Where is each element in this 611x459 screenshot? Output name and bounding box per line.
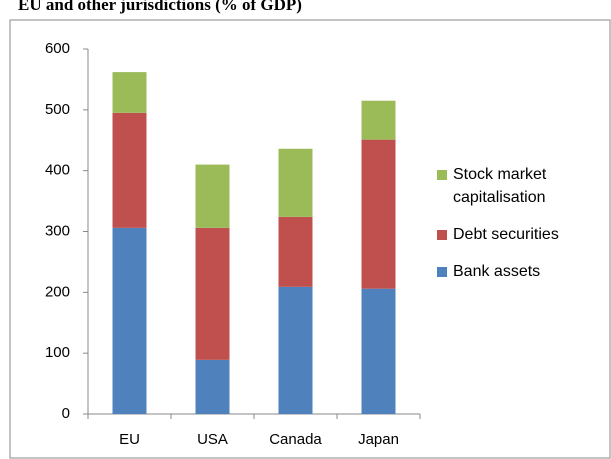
- bar-segment: [195, 164, 230, 228]
- y-tick-label: 400: [45, 162, 70, 179]
- legend-item: Stock market capitalisation: [437, 163, 607, 209]
- bar-segment: [361, 139, 396, 289]
- bar-segment: [195, 359, 230, 414]
- x-tick-label: Canada: [269, 431, 322, 448]
- bar-segment: [361, 288, 396, 414]
- x-tick-label: Japan: [358, 431, 399, 448]
- legend: Stock market capitalisation Debt securiti…: [437, 163, 607, 297]
- legend-label: Bank assets: [453, 263, 541, 280]
- y-tick-label: 0: [62, 405, 70, 422]
- y-tick-label: 300: [45, 222, 70, 239]
- bar-segment: [195, 227, 230, 360]
- bar-segment: [278, 148, 313, 217]
- legend-swatch: [437, 230, 447, 240]
- legend-item: Debt securities: [437, 223, 607, 246]
- chart-title: EU and other jurisdictions (% of GDP): [18, 0, 302, 14]
- bar-segment: [112, 112, 147, 228]
- y-tick-label: 200: [45, 283, 70, 300]
- bar-segment: [112, 72, 147, 113]
- bar-segment: [112, 227, 147, 414]
- legend-label: Debt securities: [453, 226, 559, 243]
- x-tick-label: EU: [119, 431, 140, 448]
- legend-label: Stock market capitalisation: [453, 166, 547, 206]
- bar-segment: [361, 100, 396, 140]
- bar-segment: [278, 286, 313, 414]
- bar-segment: [278, 216, 313, 287]
- y-tick-label: 600: [45, 40, 70, 57]
- y-tick-label: 500: [45, 101, 70, 118]
- legend-swatch: [437, 170, 447, 180]
- x-tick-label: USA: [197, 431, 228, 448]
- y-tick-label: 100: [45, 344, 70, 361]
- legend-item: Bank assets: [437, 260, 607, 283]
- legend-swatch: [437, 267, 447, 277]
